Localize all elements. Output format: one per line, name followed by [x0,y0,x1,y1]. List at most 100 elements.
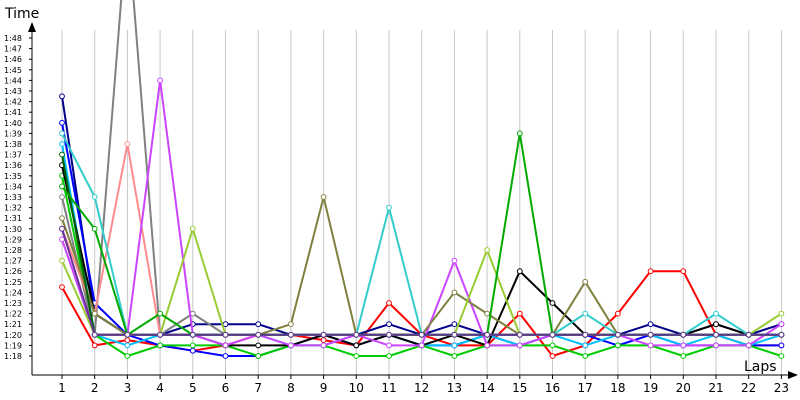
x-tick-label: 2 [91,381,99,395]
y-tick-label: 1:33 [4,193,22,202]
point-s5-lap16 [549,342,556,349]
point-s5-lap5 [189,342,196,349]
point-s15-lap10 [353,331,360,338]
y-tick-label: 1:42 [4,98,22,107]
y-tick-label: 1:27 [4,257,22,266]
y-tick-label: 1:32 [4,204,22,213]
point-s9-lap12 [418,342,425,349]
x-tick-label: 18 [610,381,625,395]
point-s8-lap3 [124,141,131,147]
point-s6-lap16 [549,300,556,306]
point-s15-lap18 [615,331,621,338]
point-s15-lap17 [582,331,589,338]
y-tick-label: 1:40 [4,119,22,128]
point-s1-lap3 [124,337,131,344]
point-s1-lap18 [615,310,621,317]
point-s9-lap11 [386,342,392,349]
point-s15-lap16 [549,331,556,338]
point-s10-lap13 [451,289,458,296]
y-tick-label: 1:18 [4,352,22,361]
point-s15-lap19 [647,331,654,338]
point-s2-lap19 [647,321,654,328]
point-s9-lap13 [451,257,458,264]
y-tick-label: 1:25 [4,278,22,287]
point-s15-lap14 [484,331,491,338]
point-s5-lap23 [778,353,785,359]
point-s15-lap7 [255,331,262,338]
y-tick-label: 1:41 [4,108,22,117]
point-s11-lap1 [59,257,65,264]
y-tick-label: 1:22 [4,310,22,319]
y-tick-label: 1:29 [4,235,22,244]
x-tick-label: 10 [349,381,364,395]
point-s15-lap5 [189,331,196,338]
y-tick-label: 1:21 [4,320,22,329]
point-s15-lap2 [91,331,98,338]
x-axis-label: Laps [744,359,777,375]
point-s9-lap21 [713,342,719,349]
point-s3-lap5 [189,347,196,354]
point-s15-lap13 [451,331,458,338]
point-s12-lap17 [582,310,589,317]
point-s5-lap18 [615,342,621,349]
point-s14-lap2 [91,225,98,232]
point-s1-lap1 [59,284,65,291]
y-tick-label: 1:46 [4,55,22,64]
point-s14-lap15 [516,130,523,137]
x-tick-label: 15 [512,381,527,395]
x-tick-label: 20 [676,381,691,395]
y-axis-label: Time [4,6,39,22]
x-tick-label: 17 [578,381,593,395]
point-s15-lap8 [288,331,294,338]
point-s15-lap11 [386,331,392,338]
point-s15-lap9 [320,331,327,338]
x-tick-label: 11 [381,381,396,395]
point-s2-lap11 [386,321,392,328]
point-s2-lap13 [451,321,458,328]
y-tick-label: 1:44 [4,76,22,85]
x-tick-label: 21 [708,381,723,395]
point-s11-lap23 [778,310,785,317]
point-s7-lap1 [59,194,65,200]
point-s12-lap11 [386,204,392,211]
point-s6-lap10 [353,342,360,349]
point-s5-lap10 [353,353,360,359]
point-s5-lap20 [680,353,687,359]
y-tick-label: 1:39 [4,129,22,138]
point-s1-lap19 [647,268,654,275]
point-s10-lap8 [288,321,294,328]
point-s4-lap3 [124,342,131,349]
point-s1-lap15 [516,310,523,317]
x-tick-label: 5 [189,381,197,395]
point-s2-lap6 [222,321,229,328]
point-s15-lap3 [124,331,131,338]
x-tick-label: 23 [774,381,789,395]
point-s14-lap1 [59,183,65,190]
x-tick-label: 4 [156,381,164,395]
point-s15-lap21 [713,331,719,338]
point-s9-lap14 [484,342,491,349]
point-s10-lap17 [582,278,589,285]
point-s3-lap1 [59,119,65,126]
y-tick-label: 1:24 [4,288,22,297]
point-s5-lap17 [582,353,589,359]
x-tick-label: 13 [447,381,462,395]
y-tick-label: 1:20 [4,331,22,340]
point-s3-lap23 [778,342,785,349]
point-s15-lap6 [222,331,229,338]
point-s10-lap1 [59,215,65,222]
y-tick-label: 1:26 [4,267,22,276]
y-tick-label: 1:23 [4,299,22,308]
point-s1-lap20 [680,268,687,275]
x-tick-label: 14 [479,381,494,395]
point-s9-lap15 [516,342,523,349]
point-s9-lap6 [222,342,229,349]
point-s9-lap23 [778,321,785,328]
point-s5-lap11 [386,353,392,359]
y-tick-label: 1:38 [4,140,22,149]
point-s9-lap9 [320,342,327,349]
point-s6-lap15 [516,268,523,275]
point-s5-lap3 [124,353,131,359]
y-tick-label: 1:48 [4,34,22,43]
